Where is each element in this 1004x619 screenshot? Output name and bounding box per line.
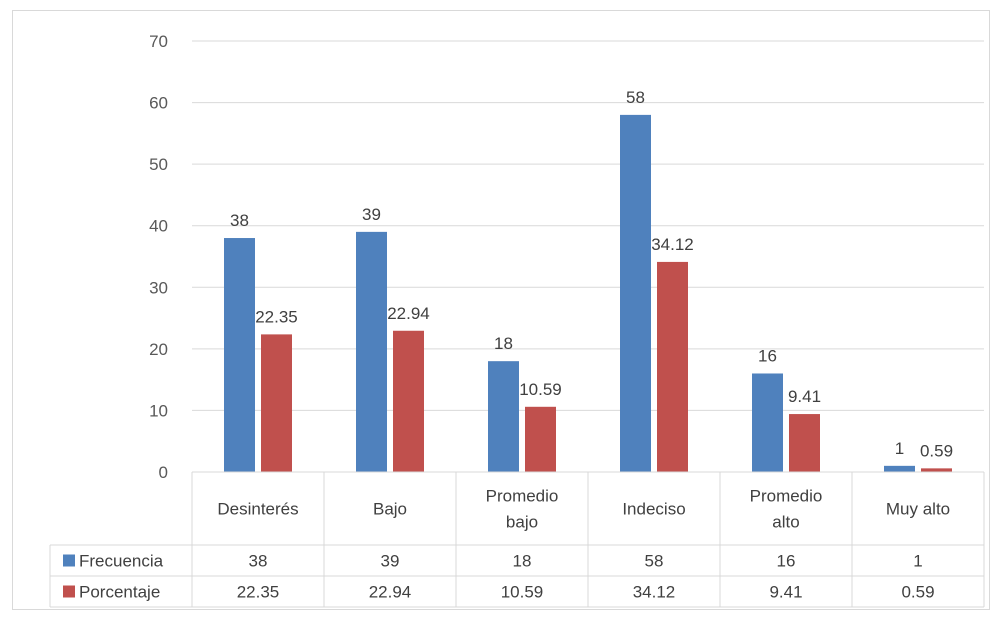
legend-key-frecuencia <box>63 554 75 567</box>
data-label: 22.94 <box>387 304 430 323</box>
legend-label: Porcentaje <box>79 583 160 602</box>
y-tick-label: 0 <box>159 463 168 482</box>
bar-frecuencia <box>620 114 651 472</box>
bar-frecuencia <box>752 373 783 472</box>
bar-frecuencia <box>356 231 387 472</box>
y-tick-label: 10 <box>149 401 168 420</box>
bar-porcentaje <box>921 468 952 472</box>
bar-frecuencia <box>884 465 915 472</box>
data-label: 18 <box>494 334 513 353</box>
table-cell: 38 <box>249 552 268 571</box>
table-cell: 9.41 <box>769 583 802 602</box>
category-label: alto <box>772 513 799 532</box>
bar-frecuencia <box>488 361 519 472</box>
category-label: Bajo <box>373 500 407 519</box>
category-label: Indeciso <box>622 500 685 519</box>
table-cell: 22.94 <box>369 583 412 602</box>
category-label: Promedio <box>750 487 823 506</box>
bar-frecuencia <box>224 238 255 472</box>
table-cell: 34.12 <box>633 583 676 602</box>
table-cell: 10.59 <box>501 583 544 602</box>
bar-porcentaje <box>657 261 688 472</box>
data-label: 38 <box>230 211 249 230</box>
legend-label: Frecuencia <box>79 552 164 571</box>
table-cell: 18 <box>513 552 532 571</box>
data-label: 34.12 <box>651 235 694 254</box>
data-label: 0.59 <box>920 441 953 460</box>
y-tick-label: 30 <box>149 278 168 297</box>
data-label: 58 <box>626 88 645 107</box>
data-label: 9.41 <box>788 387 821 406</box>
data-label: 1 <box>895 439 904 458</box>
y-tick-label: 40 <box>149 217 168 236</box>
bar-porcentaje <box>789 414 820 472</box>
table-cell: 58 <box>645 552 664 571</box>
y-tick-label: 50 <box>149 155 168 174</box>
table-cell: 16 <box>777 552 796 571</box>
data-label: 16 <box>758 346 777 365</box>
bar-porcentaje <box>393 330 424 472</box>
category-label: bajo <box>506 513 538 532</box>
bar-porcentaje <box>261 334 292 472</box>
y-tick-label: 20 <box>149 340 168 359</box>
chart-frame <box>12 10 990 610</box>
table-cell: 22.35 <box>237 583 280 602</box>
legend-key-porcentaje <box>63 585 75 598</box>
data-label: 22.35 <box>255 307 298 326</box>
category-label: Muy alto <box>886 500 950 519</box>
category-label: Desinterés <box>217 500 298 519</box>
y-tick-label: 70 <box>149 32 168 51</box>
data-label: 39 <box>362 205 381 224</box>
bar-porcentaje <box>525 406 556 472</box>
table-cell: 0.59 <box>901 583 934 602</box>
data-label: 10.59 <box>519 380 562 399</box>
y-tick-label: 60 <box>149 94 168 113</box>
table-cell: 39 <box>381 552 400 571</box>
table-cell: 1 <box>913 552 922 571</box>
category-label: Promedio <box>486 487 559 506</box>
